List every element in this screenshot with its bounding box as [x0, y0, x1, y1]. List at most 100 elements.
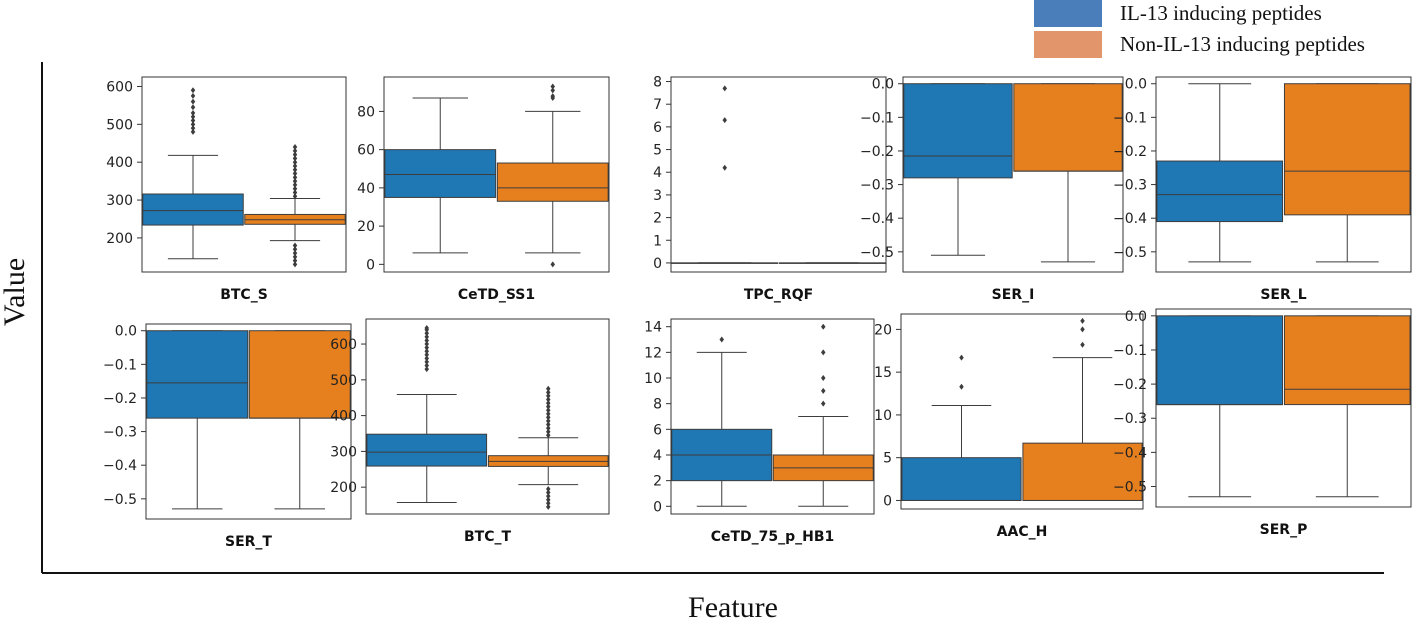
y-tick-label: 40: [357, 181, 375, 197]
box-non-il13: [772, 323, 874, 507]
box-iqr: [146, 330, 249, 419]
outlier-point: [821, 323, 826, 330]
outlier-point: [546, 485, 551, 492]
subplot-aac-h: 0 5 10 15 20 AAC_H: [874, 313, 1144, 540]
outlier-point: [546, 389, 551, 396]
box-iqr: [366, 433, 488, 467]
y-tick-label: 1: [653, 233, 662, 249]
y-tick-label: −0.3: [860, 178, 894, 194]
outlier-point: [546, 428, 551, 435]
outlier-point: [546, 414, 551, 421]
box-non-il13: [778, 262, 886, 264]
subplot-tpc-rqf: 0 1 2 3 4 5 6 7 8 TPC_RQF: [653, 75, 887, 303]
box-il13: [671, 85, 779, 264]
subplot-cetd-75-p-hb1: 0 2 4 6 8 10 12 14 CeTD_75_p_HB1: [644, 318, 875, 545]
plot-frame: [1155, 76, 1412, 273]
subplot-title: AAC_H: [997, 524, 1048, 540]
outlier-point: [292, 246, 298, 253]
y-tick-label: 0: [883, 493, 892, 509]
outlier-point: [190, 104, 196, 111]
outlier-point: [424, 362, 429, 369]
y-tick-label: 500: [330, 373, 357, 389]
y-tick-label: 7: [653, 97, 662, 113]
box-iqr: [1283, 315, 1411, 406]
y-tick-label: −0.3: [103, 425, 137, 441]
outlier-point: [546, 503, 551, 510]
outlier-point: [821, 349, 826, 356]
subplot-ser-l: 0.0 −0.1 −0.2 −0.3 −0.4 −0.5 SER_L: [1113, 76, 1412, 303]
outlier-point: [292, 151, 298, 158]
y-tick-label: 6: [653, 422, 662, 438]
y-tick-label: 500: [106, 117, 133, 133]
y-tick-label: −0.1: [1113, 343, 1147, 359]
plot-frame: [383, 76, 610, 273]
plot-frame: [145, 323, 352, 520]
outlier-point: [546, 400, 551, 407]
outlier-point: [546, 489, 551, 496]
box-il13: [1156, 83, 1284, 263]
outlier-point: [1080, 341, 1085, 348]
y-tick-label: 600: [330, 337, 357, 353]
box-non-il13: [1283, 83, 1411, 263]
outlier-point: [424, 358, 429, 365]
subplot-title: SER_T: [225, 534, 272, 550]
plot-frame: [670, 76, 887, 273]
box-non-il13: [1022, 317, 1143, 501]
y-tick-label: 300: [330, 444, 357, 460]
outlier-point: [550, 93, 555, 100]
outlier-point: [546, 385, 551, 392]
y-tick-label: 10: [644, 371, 662, 387]
box-non-il13: [244, 144, 346, 268]
y-tick-label: 15: [874, 365, 892, 381]
y-tick-label: 300: [106, 193, 133, 209]
outlier-point: [546, 496, 551, 503]
y-tick-label: 20: [874, 322, 892, 338]
box-il13: [142, 87, 244, 260]
outlier-point: [190, 92, 196, 99]
box-iqr: [1156, 160, 1284, 223]
box-non-il13: [1283, 315, 1411, 498]
outlier-point: [722, 164, 727, 171]
outlier-point: [292, 185, 298, 192]
outlier-point: [1080, 317, 1085, 324]
box-iqr: [1022, 442, 1143, 501]
y-tick-label: −0.4: [860, 211, 894, 227]
outlier-point: [292, 181, 298, 188]
subplot-ser-i: 0.0 −0.1 −0.2 −0.3 −0.4 −0.5 SER_I: [860, 76, 1124, 303]
outlier-point: [292, 170, 298, 177]
subplot-ser-t: 0.0 −0.1 −0.2 −0.3 −0.4 −0.5 SER_T: [103, 323, 352, 550]
subplot-title: TPC_RQF: [744, 287, 813, 303]
y-tick-label: 5: [653, 143, 662, 159]
box-iqr: [1156, 315, 1284, 406]
y-tick-label: 8: [653, 75, 662, 91]
y-tick-label: −0.4: [1113, 211, 1147, 227]
y-tick-label: −0.1: [1113, 110, 1147, 126]
outlier-point: [424, 355, 429, 362]
box-non-il13: [248, 330, 351, 510]
box-il13: [146, 330, 249, 510]
outlier-point: [959, 383, 964, 390]
outlier-point: [292, 159, 298, 166]
outlier-point: [292, 147, 298, 154]
legend: IL-13 inducing peptides Non-IL-13 induci…: [1034, 0, 1365, 58]
y-tick-label: 600: [106, 79, 133, 95]
outlier-point: [550, 83, 555, 90]
subplot-title: BTC_S: [220, 287, 268, 303]
plot-frame: [1155, 308, 1412, 508]
box-il13: [903, 83, 1013, 256]
y-tick-label: −0.5: [103, 492, 137, 508]
outlier-point: [546, 432, 551, 439]
outlier-point: [424, 341, 429, 348]
y-tick-label: 2: [653, 474, 662, 490]
outlier-point: [550, 87, 555, 94]
y-tick-label: 2: [653, 211, 662, 227]
plot-frame: [900, 313, 1144, 510]
box-il13: [366, 324, 488, 504]
y-tick-label: 0: [366, 257, 375, 273]
plot-frame: [141, 76, 347, 273]
y-tick-label: 0.0: [115, 324, 137, 340]
legend-label-non-il13: Non-IL-13 inducing peptides: [1120, 32, 1365, 56]
outlier-point: [424, 348, 429, 355]
outlier-point: [292, 253, 298, 260]
box-iqr: [384, 149, 497, 198]
